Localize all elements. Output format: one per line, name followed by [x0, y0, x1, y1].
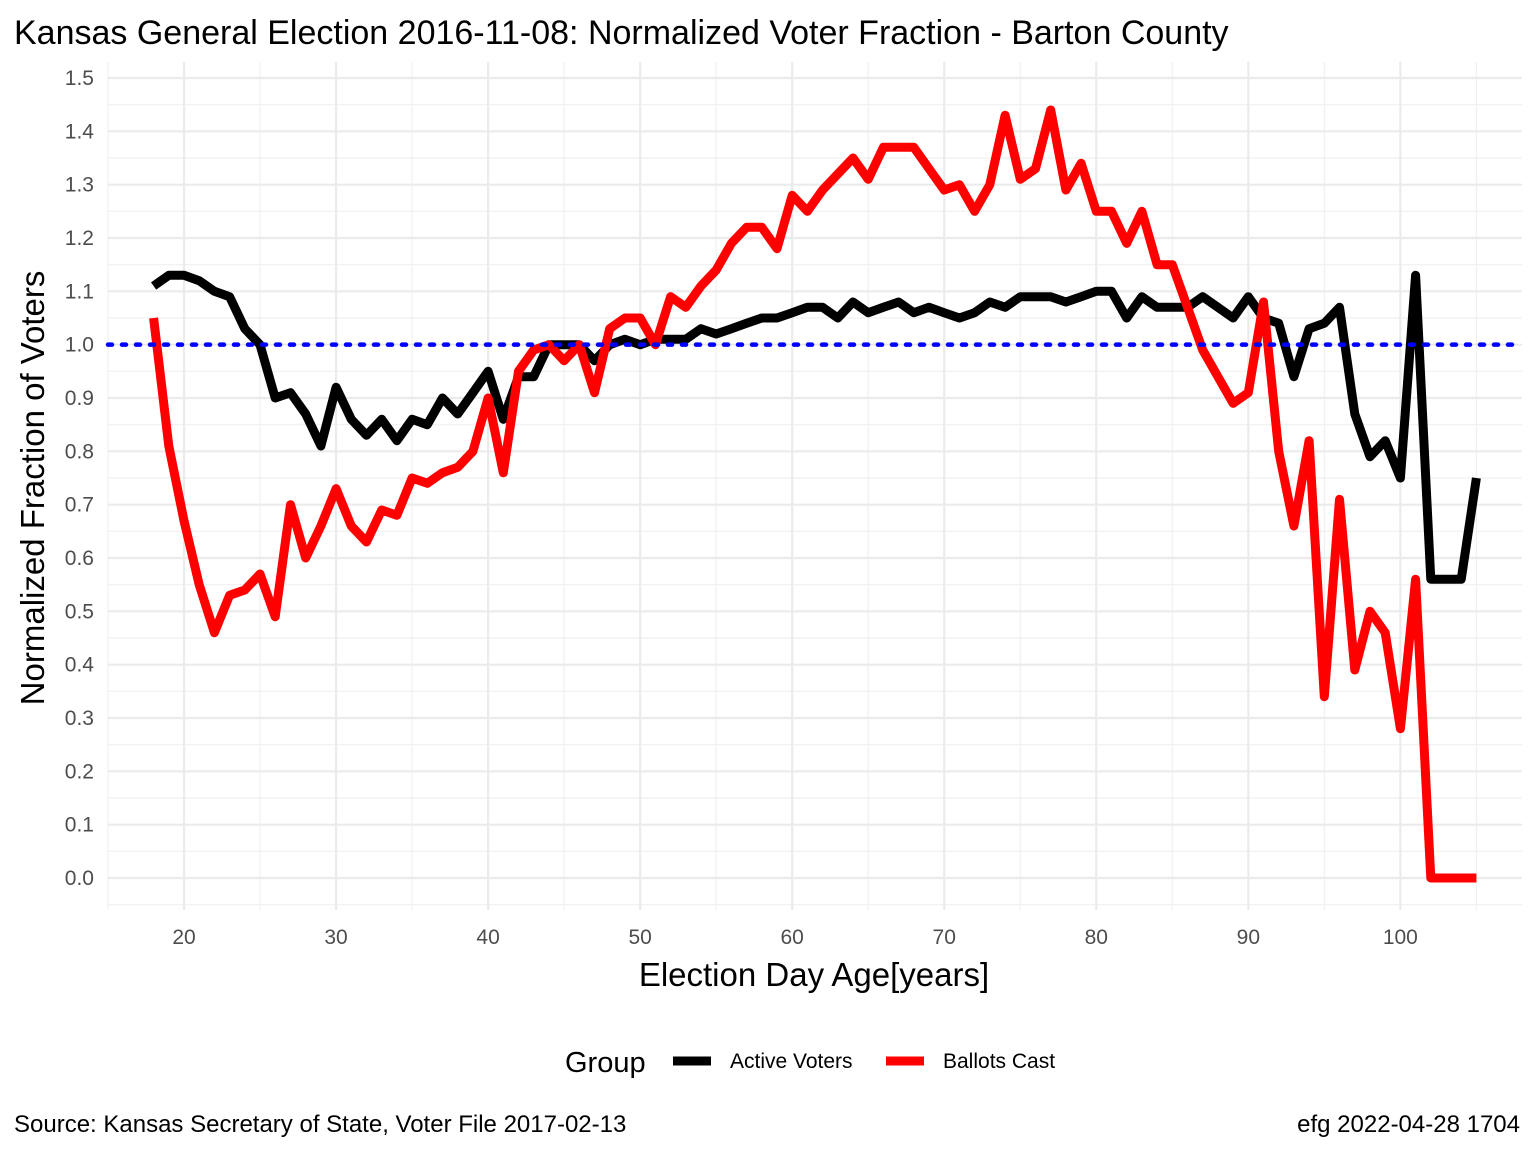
series-lines — [105, 105, 1525, 883]
y-tick-label: 0.1 — [65, 814, 94, 837]
y-tick-label: 0.3 — [65, 707, 94, 730]
y-tick-label: 1.0 — [65, 334, 94, 357]
y-tick-label: 0.6 — [65, 547, 94, 570]
legend-label-active-voters: Active Voters — [730, 1050, 853, 1073]
series-line-active-voters — [151, 270, 1481, 584]
x-tick-label: 100 — [1383, 926, 1418, 949]
y-axis-ticks: 0.0 0.1 0.2 0.3 0.4 0.5 0.6 0.7 0.8 0.9 1.0 1.1 1.2 1… — [65, 67, 95, 890]
x-tick-label: 90 — [1237, 926, 1260, 949]
y-tick-label: 1.1 — [65, 280, 94, 303]
y-tick-label: 1.4 — [65, 120, 95, 143]
y-tick-label: 0.4 — [65, 654, 95, 677]
legend: Group Active Voters Ballots Cast — [565, 1047, 1055, 1079]
x-axis-title: Election Day Age[years] — [639, 956, 989, 993]
y-tick-label: 0.2 — [65, 760, 94, 783]
credit-caption: efg 2022-04-28 1704 — [1297, 1111, 1520, 1138]
y-tick-label: 0.7 — [65, 494, 94, 517]
x-tick-label: 40 — [476, 926, 499, 949]
source-caption: Source: Kansas Secretary of State, Voter… — [14, 1111, 626, 1138]
x-tick-label: 20 — [172, 926, 195, 949]
y-tick-label: 0.9 — [65, 387, 94, 410]
series-line-ballots-cast — [149, 105, 1477, 883]
x-tick-label: 80 — [1085, 926, 1108, 949]
grid — [107, 62, 1522, 910]
y-tick-label: 1.5 — [65, 67, 94, 90]
x-axis-ticks: 20 30 40 50 60 70 80 90 100 — [172, 926, 1418, 949]
x-tick-label: 50 — [628, 926, 651, 949]
y-tick-label: 1.2 — [65, 227, 94, 250]
chart-title: Kansas General Election 2016-11-08: Norm… — [14, 14, 1229, 52]
x-tick-label: 70 — [933, 926, 956, 949]
legend-title: Group — [565, 1047, 646, 1079]
y-tick-label: 0.0 — [65, 867, 94, 890]
y-tick-label: 1.3 — [65, 174, 94, 197]
legend-label-ballots-cast: Ballots Cast — [943, 1050, 1055, 1073]
y-tick-label: 0.8 — [65, 440, 94, 463]
y-tick-label: 0.5 — [65, 600, 94, 623]
x-tick-label: 60 — [781, 926, 804, 949]
y-axis-title: Normalized Fraction of Voters — [14, 271, 51, 706]
x-tick-label: 30 — [324, 926, 347, 949]
